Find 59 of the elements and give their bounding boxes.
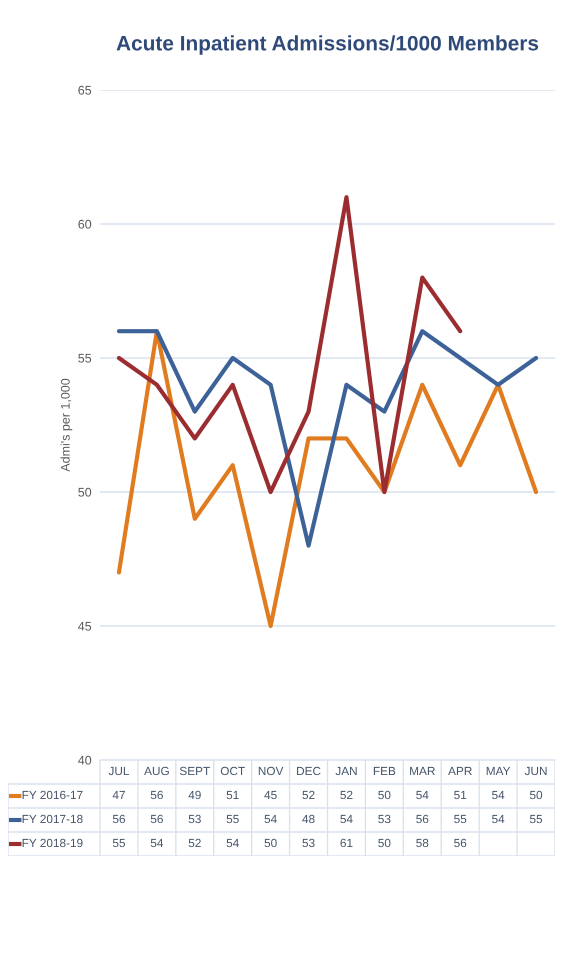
x-tick-label: AUG (144, 766, 169, 776)
data-label: 52 (340, 790, 352, 800)
data-label: 56 (150, 790, 163, 800)
legend-label: FY 2017-18 (22, 814, 83, 824)
data-label: 55 (112, 838, 126, 848)
data-label: 50 (264, 838, 277, 848)
data-label: 54 (492, 790, 504, 800)
data-label: 55 (530, 814, 542, 824)
x-tick-label: MAR (410, 766, 435, 776)
data-label: 50 (378, 790, 390, 800)
data-label: 51 (226, 790, 239, 800)
x-tick-label: APR (448, 766, 472, 776)
data-label: 56 (454, 838, 466, 848)
x-tick-label: DEC (297, 766, 321, 776)
x-tick-label: JAN (335, 766, 357, 776)
y-tick-label: 65 (78, 86, 92, 95)
data-label: 54 (340, 814, 353, 824)
data-label: 55 (454, 814, 466, 824)
x-tick-label: MAY (486, 766, 510, 776)
x-tick-label: FEB (374, 766, 396, 776)
y-tick-label: 45 (78, 622, 92, 631)
y-tick-label: 50 (78, 488, 92, 497)
line-series (116, 329, 538, 548)
chart-title: Acute Inpatient Admissions/1000 Members (116, 35, 538, 55)
y-tick-label: 60 (78, 220, 92, 229)
data-label: 54 (226, 838, 239, 848)
data-label: 53 (302, 838, 315, 848)
y-axis-title: Admi's per 1,000 (60, 378, 72, 472)
x-tick-label: NOV (258, 766, 284, 776)
data-label: 58 (416, 838, 428, 848)
data-label: 52 (302, 790, 315, 800)
data-label: 54 (416, 790, 429, 800)
data-label: 53 (188, 814, 201, 824)
x-tick-label: SEPT (180, 766, 210, 776)
y-tick-label: 40 (78, 756, 92, 765)
data-label: 50 (378, 838, 390, 848)
x-tick-label: OCT (220, 766, 245, 776)
data-label: 54 (264, 814, 277, 824)
data-label: 50 (530, 790, 542, 800)
legend-label: FY 2018-19 (22, 838, 83, 848)
data-label: 45 (264, 790, 277, 800)
data-label: 53 (378, 814, 390, 824)
legend-label: FY 2016-17 (22, 790, 83, 800)
data-label: 51 (454, 790, 466, 800)
data-label: 56 (150, 814, 163, 824)
x-tick-label: JUL (108, 766, 130, 776)
data-label: 47 (112, 790, 125, 800)
y-tick-label: 55 (78, 354, 92, 363)
data-label: 61 (340, 838, 352, 848)
data-label: 56 (416, 814, 428, 824)
data-label: 54 (150, 838, 164, 848)
data-label: 55 (226, 814, 239, 824)
line-series (116, 195, 462, 494)
data-label: 56 (112, 814, 126, 824)
x-tick-label: JUN (524, 766, 547, 776)
data-label: 52 (188, 838, 201, 848)
data-label: 48 (302, 814, 315, 824)
data-label: 49 (188, 790, 201, 800)
data-label: 54 (492, 814, 504, 824)
